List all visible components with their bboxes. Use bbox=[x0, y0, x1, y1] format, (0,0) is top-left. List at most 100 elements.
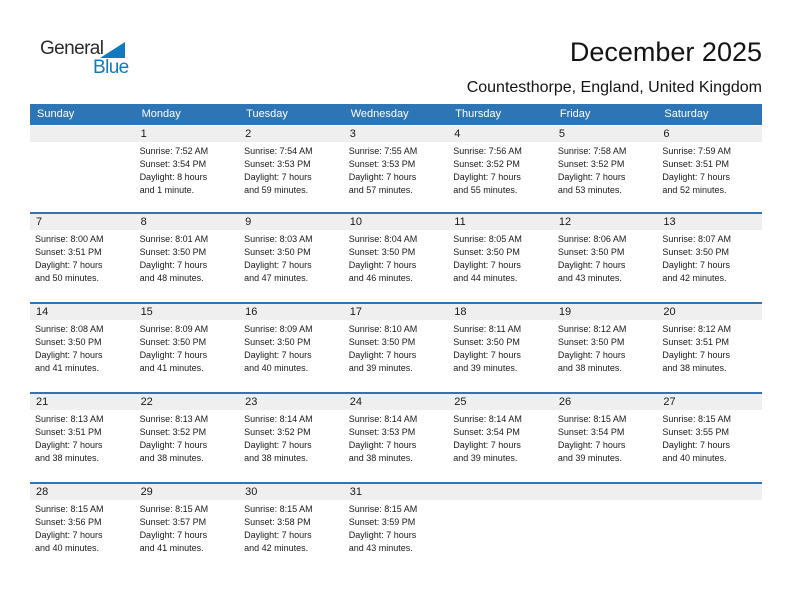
daylight-line2: and 38 minutes. bbox=[662, 363, 727, 373]
sunrise-text: Sunrise: 8:15 AM bbox=[348, 504, 418, 514]
sunrise-text: Sunrise: 8:11 AM bbox=[453, 324, 522, 334]
daylight-line1: Daylight: 7 hours bbox=[244, 350, 312, 360]
day-number: 4 bbox=[448, 126, 553, 142]
daylight-line1: Daylight: 7 hours bbox=[35, 530, 103, 540]
day-number: 5 bbox=[552, 126, 658, 142]
daylight-line2: and 38 minutes. bbox=[244, 453, 309, 463]
daylight-line2: and 41 minutes. bbox=[35, 363, 100, 373]
daylight-line2: and 52 minutes. bbox=[662, 185, 727, 195]
sunrise-text: Sunrise: 8:07 AM bbox=[662, 234, 731, 244]
day-details: Sunrise: 8:03 AM Sunset: 3:50 PM Daylight:… bbox=[239, 230, 344, 285]
sunrise-text: Sunrise: 7:59 AM bbox=[662, 146, 731, 156]
sunset-text: Sunset: 3:50 PM bbox=[244, 337, 311, 347]
weekday-tuesday: Tuesday bbox=[246, 108, 288, 120]
day-details: Sunrise: 8:11 AM Sunset: 3:50 PM Daylight:… bbox=[448, 320, 553, 375]
weekday-thursday: Thursday bbox=[455, 108, 502, 120]
sunrise-text: Sunrise: 8:13 AM bbox=[139, 414, 209, 424]
day-cell: 12 Sunrise: 8:06 AM Sunset: 3:50 PM Dayligh… bbox=[552, 214, 658, 302]
sunrise-text: Sunrise: 8:08 AM bbox=[35, 324, 104, 334]
day-cell: 20 Sunrise: 8:12 AM Sunset: 3:51 PM Dayligh… bbox=[657, 304, 762, 392]
daylight-line2: and 53 minutes. bbox=[557, 185, 622, 195]
week-row: 14 Sunrise: 8:08 AM Sunset: 3:50 PM Dayligh… bbox=[30, 302, 762, 392]
day-cell: 31 Sunrise: 8:15 AM Sunset: 3:59 PM Dayligh… bbox=[343, 484, 449, 572]
day-details: Sunrise: 8:04 AM Sunset: 3:50 PM Daylight:… bbox=[344, 230, 449, 285]
sunrise-text: Sunrise: 7:52 AM bbox=[139, 146, 209, 156]
day-cell: 6 Sunrise: 7:59 AM Sunset: 3:51 PM Daylight… bbox=[657, 126, 762, 212]
day-number: 24 bbox=[343, 394, 449, 410]
sunset-text: Sunset: 3:51 PM bbox=[662, 159, 729, 169]
sunset-text: Sunset: 3:51 PM bbox=[35, 247, 102, 257]
daylight-line2: and 39 minutes. bbox=[557, 453, 622, 463]
weekday-wednesday: Wednesday bbox=[350, 108, 409, 120]
logo-text-general: General bbox=[40, 38, 104, 59]
sunrise-text: Sunrise: 8:15 AM bbox=[139, 504, 209, 514]
day-number: 2 bbox=[239, 126, 344, 142]
sunset-text: Sunset: 3:50 PM bbox=[557, 337, 625, 347]
day-number: 31 bbox=[343, 484, 449, 500]
day-cell: 3 Sunrise: 7:55 AM Sunset: 3:53 PM Daylight… bbox=[343, 126, 449, 212]
day-details: Sunrise: 7:55 AM Sunset: 3:53 PM Daylight:… bbox=[344, 142, 449, 197]
sunrise-text: Sunrise: 8:09 AM bbox=[139, 324, 209, 334]
day-details: Sunrise: 7:56 AM Sunset: 3:52 PM Daylight:… bbox=[448, 142, 553, 197]
daylight-line1: Daylight: 7 hours bbox=[453, 440, 521, 450]
daylight-line2: and 57 minutes. bbox=[348, 185, 413, 195]
sunrise-text: Sunrise: 7:54 AM bbox=[244, 146, 313, 156]
sunset-text: Sunset: 3:54 PM bbox=[453, 427, 520, 437]
calendar-body: 1 Sunrise: 7:52 AM Sunset: 3:54 PM Daylight… bbox=[30, 126, 762, 572]
sunset-text: Sunset: 3:50 PM bbox=[35, 337, 102, 347]
day-details: Sunrise: 7:54 AM Sunset: 3:53 PM Daylight:… bbox=[239, 142, 344, 197]
sunrise-text: Sunrise: 8:12 AM bbox=[557, 324, 627, 334]
day-details: Sunrise: 8:12 AM Sunset: 3:50 PM Daylight:… bbox=[553, 320, 658, 375]
day-number: 19 bbox=[552, 304, 658, 320]
day-cell: 1 Sunrise: 7:52 AM Sunset: 3:54 PM Daylight… bbox=[134, 126, 240, 212]
day-number: 17 bbox=[343, 304, 449, 320]
sunset-text: Sunset: 3:54 PM bbox=[139, 159, 207, 169]
sunset-text: Sunset: 3:58 PM bbox=[244, 517, 311, 527]
day-details: Sunrise: 7:58 AM Sunset: 3:52 PM Daylight:… bbox=[553, 142, 658, 197]
day-details bbox=[657, 500, 762, 503]
day-details bbox=[30, 142, 135, 145]
day-number bbox=[30, 126, 135, 142]
daylight-line1: Daylight: 7 hours bbox=[139, 260, 208, 270]
page-subtitle: Countesthorpe, England, United Kingdom bbox=[466, 79, 762, 96]
empty-day-cell bbox=[657, 484, 762, 572]
day-number: 9 bbox=[239, 214, 344, 230]
day-details: Sunrise: 8:06 AM Sunset: 3:50 PM Daylight:… bbox=[553, 230, 658, 285]
day-cell: 17 Sunrise: 8:10 AM Sunset: 3:50 PM Dayligh… bbox=[343, 304, 449, 392]
daylight-line1: Daylight: 7 hours bbox=[35, 440, 103, 450]
daylight-line2: and 44 minutes. bbox=[453, 273, 518, 283]
day-number: 3 bbox=[343, 126, 449, 142]
empty-day-cell bbox=[552, 484, 658, 572]
sunrise-text: Sunrise: 8:09 AM bbox=[244, 324, 313, 334]
daylight-line1: Daylight: 7 hours bbox=[662, 440, 730, 450]
day-details: Sunrise: 8:00 AM Sunset: 3:51 PM Daylight:… bbox=[30, 230, 135, 285]
day-number: 6 bbox=[657, 126, 762, 142]
day-details: Sunrise: 7:52 AM Sunset: 3:54 PM Daylight:… bbox=[135, 142, 240, 197]
daylight-line1: Daylight: 7 hours bbox=[557, 172, 626, 182]
day-details: Sunrise: 8:15 AM Sunset: 3:57 PM Daylight:… bbox=[135, 500, 240, 555]
day-cell: 4 Sunrise: 7:56 AM Sunset: 3:52 PM Daylight… bbox=[448, 126, 553, 212]
daylight-line1: Daylight: 7 hours bbox=[348, 260, 417, 270]
daylight-line1: Daylight: 8 hours bbox=[139, 172, 208, 182]
daylight-line1: Daylight: 7 hours bbox=[348, 530, 417, 540]
daylight-line2: and 43 minutes. bbox=[557, 273, 622, 283]
daylight-line1: Daylight: 7 hours bbox=[662, 260, 730, 270]
logo-triangle-icon bbox=[100, 42, 125, 58]
daylight-line1: Daylight: 7 hours bbox=[348, 172, 417, 182]
daylight-line1: Daylight: 7 hours bbox=[348, 440, 417, 450]
day-cell: 22 Sunrise: 8:13 AM Sunset: 3:52 PM Dayligh… bbox=[134, 394, 240, 482]
week-row: 7 Sunrise: 8:00 AM Sunset: 3:51 PM Daylight… bbox=[30, 212, 762, 302]
day-number: 8 bbox=[134, 214, 240, 230]
sunrise-text: Sunrise: 8:12 AM bbox=[662, 324, 731, 334]
day-cell: 18 Sunrise: 8:11 AM Sunset: 3:50 PM Dayligh… bbox=[448, 304, 553, 392]
day-number bbox=[552, 484, 658, 500]
day-details: Sunrise: 8:15 AM Sunset: 3:58 PM Daylight:… bbox=[239, 500, 344, 555]
daylight-line2: and 40 minutes. bbox=[35, 543, 100, 553]
day-number: 16 bbox=[239, 304, 344, 320]
daylight-line1: Daylight: 7 hours bbox=[139, 440, 208, 450]
day-number: 10 bbox=[343, 214, 449, 230]
day-number: 20 bbox=[657, 304, 762, 320]
sunrise-text: Sunrise: 8:01 AM bbox=[139, 234, 209, 244]
weekday-friday: Friday bbox=[559, 108, 591, 120]
